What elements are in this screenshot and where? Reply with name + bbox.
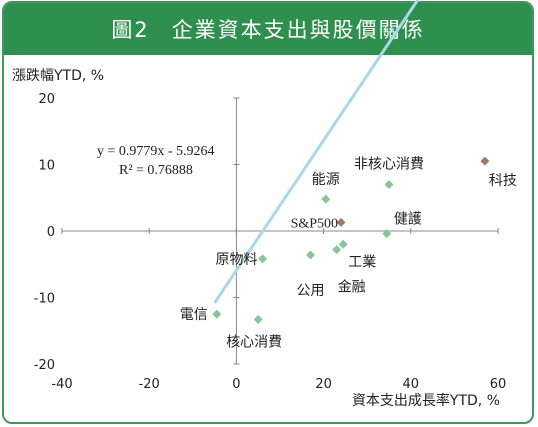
figure-frame: 圖2 企業資本支出與股價關係 [2, 1, 534, 424]
data-point [332, 245, 342, 255]
data-point [384, 179, 394, 189]
data-point-label: 電信 [180, 307, 208, 323]
figure-title: 企業資本支出與股價關係 [171, 18, 425, 42]
data-point-label: 工業 [348, 254, 376, 270]
x-tick-label: 20 [315, 377, 332, 392]
data-point [253, 314, 263, 324]
figure-header: 圖2 企業資本支出與股價關係 [4, 3, 532, 55]
data-point-label: 核心消費 [226, 334, 282, 350]
x-tick-label: 40 [403, 377, 420, 392]
data-point [338, 239, 348, 249]
data-point [321, 194, 331, 204]
x-tick-label: 0 [232, 377, 240, 392]
x-tick-label: -20 [139, 377, 160, 392]
data-point [336, 217, 346, 227]
data-point [258, 254, 268, 264]
trendline [213, 0, 420, 304]
trend-r-squared: R² = 0.76888 [119, 163, 193, 178]
data-point-label: S&P500 [291, 216, 338, 231]
data-point-label: 能源 [312, 172, 340, 188]
data-point-label: 金融 [338, 280, 366, 296]
x-tick-label: 60 [490, 377, 507, 392]
data-point-label: 健護 [394, 212, 422, 228]
data-point-label: 非核心消費 [354, 156, 424, 172]
x-axis-label: 資本支出成長率YTD, % [352, 392, 500, 409]
data-point-label: 科技 [489, 173, 517, 189]
y-tick-label: 20 [38, 92, 55, 107]
data-point [306, 250, 316, 260]
y-axis-label: 漲跌幅YTD, % [12, 68, 104, 84]
trend-equation: y = 0.9779x - 5.9264 [97, 144, 215, 159]
data-point-label: 原物料 [216, 252, 258, 268]
x-tick-label: -40 [51, 377, 72, 392]
y-tick-label: 0 [47, 225, 55, 240]
y-tick-label: -10 [34, 292, 55, 307]
y-tick-label: -20 [34, 358, 55, 373]
data-point-label: 公用 [297, 283, 325, 299]
data-point [212, 309, 222, 319]
data-point [480, 156, 490, 166]
figure-number: 圖2 [111, 18, 150, 42]
y-tick-label: 10 [38, 159, 55, 174]
data-point [382, 229, 392, 239]
